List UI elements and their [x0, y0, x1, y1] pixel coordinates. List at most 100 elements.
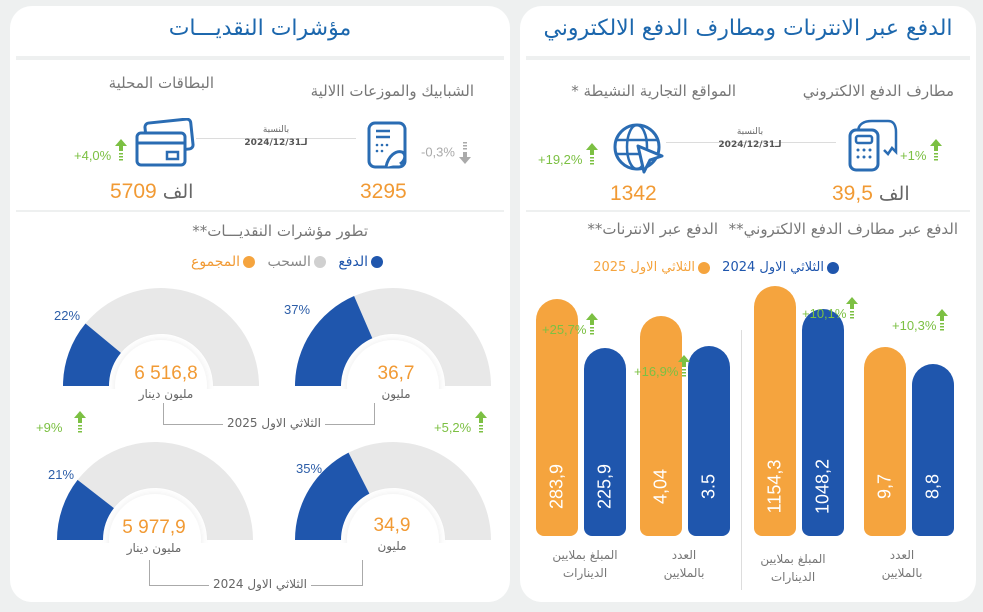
cash-indicators-panel: مؤشرات النقديـــات الشبابيك والموزعات اا… [10, 6, 510, 602]
change-sites-value: +19,2% [538, 152, 583, 167]
gauge-center [347, 494, 439, 543]
online-payment-body: مطارف الدفع الالكتروني المواقع التجارية … [526, 56, 970, 602]
gauge-payment-arc [295, 452, 370, 540]
panel-title: الدفع عبر الانترنات ومطارف الدفع الالكتر… [543, 16, 953, 41]
value-cards: 5709 الف [110, 180, 193, 204]
bar-2024-label: 8,8 [922, 473, 943, 500]
legend-dot-2024 [827, 261, 839, 274]
section-title: تطور مؤشرات النقديـــات** [192, 222, 368, 240]
bar-2025-label: 283,9 [546, 463, 567, 510]
kpi-label-atm: الشبابيك والموزعات االالية [310, 82, 474, 100]
gauge-count-2024 [295, 442, 491, 543]
gauge-total-3: 34,9 [373, 515, 411, 536]
cash-indicators-body: الشبابيك والموزعات االالية البطاقات المح… [16, 56, 504, 602]
period-2025: الثلاثي الاول 2025 [223, 416, 325, 430]
change-count: +5,2% [434, 410, 487, 435]
gauge-center [115, 340, 207, 389]
group-label-internet-count: العدد بالملايين [663, 548, 705, 580]
legend: الدفع السحب المجموع [191, 254, 386, 270]
gauge-amount-2024 [57, 441, 253, 543]
change-terminals-value: +1% [900, 148, 927, 163]
gauge-pct-1: 37% [284, 302, 311, 317]
ratio-bottom: لـ2024/12/31 [718, 140, 782, 150]
section-divider [16, 210, 504, 212]
legend: الثلاثي الاول 2024 الثلاثي الاول 2025 [593, 260, 842, 275]
change-atm-value: -0,3% [421, 144, 455, 160]
arrow-up-icon [846, 296, 859, 319]
gauge-withdraw-arc [354, 288, 491, 386]
gauge-payment-arc [295, 296, 373, 386]
section-divider [526, 210, 970, 212]
section-title-internet: الدفع عبر الانترنات** [587, 220, 718, 238]
gauge-unit-2: مليون دينار [126, 541, 182, 555]
bar-2024: 3.5 [688, 345, 730, 536]
arrow-up-icon [586, 142, 599, 165]
change-sites: +19,2% [538, 142, 599, 167]
ratio-date: بالنسبة لـ2024/12/31 [236, 124, 316, 150]
bar-change-value: +10,1% [802, 306, 847, 321]
gauge-pct-0: 22% [54, 308, 81, 323]
ratio-top: بالنسبة [262, 125, 290, 135]
arrow-up-icon [74, 410, 87, 433]
group-label-internet-amount: المبلغ بملايين الدينارات [552, 548, 618, 580]
arrow-up-icon [678, 354, 691, 377]
change-amount: +9% [36, 410, 87, 435]
gauge-withdraw-arc [85, 288, 259, 386]
arrow-up-icon [114, 138, 127, 161]
group-label-terminal-amount: المبلغ بملايين الدينارات [760, 552, 826, 584]
kpi-label-cards: البطاقات المحلية [108, 74, 214, 92]
bar-2025-label: 1154,3 [764, 459, 785, 514]
bar-2025: 9,7 [864, 346, 906, 536]
kpi-label-terminals: مطارف الدفع الالكتروني [802, 82, 954, 100]
payment-terminal-icon [848, 119, 898, 172]
gauge-total-0: 6 516,8 [134, 363, 198, 384]
bar-change-value: +10,3% [892, 318, 937, 333]
bar-2025: 1154,3 [754, 286, 796, 536]
change-amount-value: +9% [36, 420, 63, 435]
bar-change: +16,9% [634, 354, 691, 379]
bar-2025-label: 4,04 [650, 468, 671, 505]
change-cards: +4,0% [74, 138, 127, 163]
bar-change: +10,3% [892, 308, 949, 333]
arrow-up-icon [474, 410, 487, 433]
ratio-top: بالنسبة [736, 127, 764, 137]
bar-2024-label: 1048,2 [812, 458, 833, 515]
gauge-center [109, 494, 201, 543]
gauge-unit-3: مليون [377, 539, 407, 553]
section-title-terminals: الدفع عبر مطارف الدفع الالكتروني** [728, 220, 958, 238]
credit-card-icon [135, 118, 195, 167]
value-cards-unit: الف [162, 182, 194, 203]
bar-2024: 225,9 [584, 347, 626, 536]
gauge-unit-0: مليون دينار [138, 387, 194, 401]
gauge-total-2: 5 977,9 [122, 517, 186, 538]
panel-title: مؤشرات النقديـــات [168, 16, 352, 41]
bar-change-value: +25,7% [542, 322, 587, 337]
arrow-up-icon [930, 138, 943, 161]
ratio-bottom: لـ2024/12/31 [244, 138, 308, 148]
value-atm: 3295 [360, 180, 407, 204]
value-sites: 1342 [610, 182, 657, 206]
online-payment-panel: الدفع عبر الانترنات ومطارف الدفع الالكتر… [520, 6, 976, 602]
legend-2024: الثلاثي الاول 2024 [722, 260, 824, 275]
group-label-terminal-count: العدد بالملايين [881, 548, 923, 580]
gauge-pct-3: 35% [296, 461, 323, 476]
change-count-value: +5,2% [434, 420, 472, 435]
bar-2024: 1048,2 [802, 308, 844, 536]
legend-dot-withdraw [313, 256, 326, 268]
gauge-payment-arc [63, 323, 121, 386]
gauge-pct-2: 21% [48, 467, 75, 482]
gauge-withdraw-arc [77, 441, 253, 540]
atm-hand-icon [367, 121, 407, 169]
legend-dot-payment [371, 256, 383, 268]
value-atm-number: 3295 [360, 180, 407, 203]
legend-withdraw: السحب [267, 254, 311, 270]
gauge-payment-arc [57, 479, 114, 540]
divider-line [666, 142, 836, 143]
bar-change: +10,1% [802, 296, 859, 321]
legend-dot-2025 [698, 261, 711, 274]
bar-2024-label: 225,9 [594, 463, 615, 510]
value-terminals: 39,5 الف [832, 182, 910, 206]
arrow-up-icon [586, 312, 599, 335]
legend-total: المجموع [191, 254, 240, 270]
legend-dot-total [243, 256, 255, 268]
